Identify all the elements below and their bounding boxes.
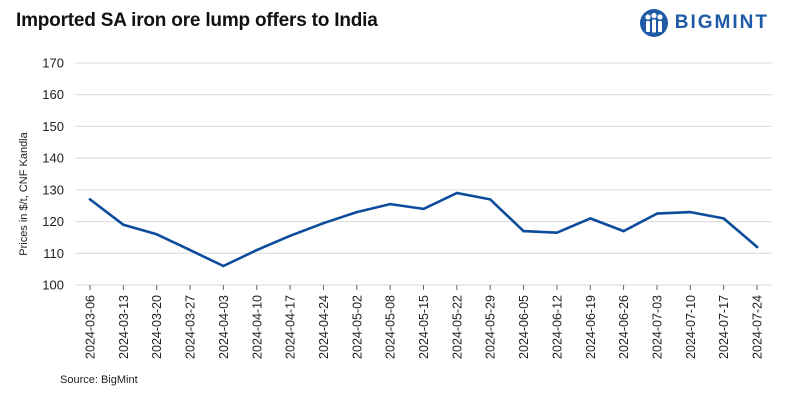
y-tick-label: 110 — [43, 246, 64, 261]
y-tick-label: 100 — [42, 278, 64, 293]
x-tick-label: 2024-03-13 — [117, 295, 131, 359]
data-point — [555, 231, 559, 234]
x-tick-label: 2024-04-10 — [250, 295, 264, 359]
data-point — [255, 248, 259, 252]
x-tick-label: 2024-05-08 — [384, 295, 398, 359]
data-point — [689, 210, 692, 214]
x-tick-label: 2024-05-15 — [417, 295, 431, 359]
y-tick-label: 160 — [42, 87, 64, 102]
data-point — [222, 264, 225, 268]
x-tick-label: 2024-04-24 — [317, 295, 331, 359]
x-tick-label: 2024-05-22 — [450, 295, 464, 359]
x-tick-label: 2024-07-17 — [717, 295, 731, 359]
data-point — [388, 202, 392, 206]
chart-title: Imported SA iron ore lump offers to Indi… — [16, 10, 378, 31]
data-point — [522, 229, 525, 233]
x-tick-label: 2024-04-03 — [217, 295, 231, 359]
data-point — [188, 248, 192, 252]
x-tick-label: 2024-07-03 — [650, 295, 664, 359]
x-tick-label: 2024-04-17 — [284, 295, 298, 359]
x-tick-label: 2024-03-27 — [184, 295, 198, 359]
x-tick-label: 2024-07-10 — [684, 295, 698, 359]
y-tick-label: 170 — [42, 56, 64, 71]
y-tick-label: 140 — [42, 151, 64, 166]
x-tick-label: 2024-05-02 — [350, 295, 364, 359]
data-point — [122, 223, 125, 227]
x-tick-label: 2024-03-20 — [150, 295, 164, 359]
data-point — [722, 217, 725, 220]
data-point — [322, 221, 325, 225]
series-layer — [88, 191, 759, 268]
x-tick-label: 2024-07-24 — [751, 295, 765, 359]
data-point — [88, 198, 92, 201]
data-point — [488, 198, 492, 201]
y-tick-label: 150 — [42, 119, 64, 134]
source-note: Source: BigMint — [60, 374, 138, 386]
bigmint-logo-icon — [639, 9, 668, 37]
data-point — [755, 245, 759, 249]
data-point — [422, 207, 425, 211]
x-tick-label: 2024-06-05 — [517, 295, 531, 359]
data-point — [655, 212, 659, 215]
y-axis-label: Prices in $/t, CNF Kandla — [18, 131, 30, 255]
x-tick-label: 2024-03-06 — [84, 295, 98, 359]
x-axis-ticks: 2024-03-06 2024-03-13 2024-03-20 2024-03-27… — [84, 285, 765, 359]
data-point — [622, 229, 625, 233]
brand-name: BIGMINT — [674, 12, 769, 33]
x-tick-label: 2024-05-29 — [484, 295, 498, 359]
x-tick-label: 2024-06-12 — [550, 295, 564, 359]
y-tick-label: 130 — [42, 182, 64, 197]
series-line — [88, 191, 759, 268]
x-tick-label: 2024-06-26 — [617, 295, 631, 359]
data-point — [588, 217, 592, 220]
y-tick-label: 120 — [42, 214, 64, 229]
data-point — [155, 232, 158, 236]
data-point — [288, 234, 292, 238]
data-point — [455, 191, 459, 195]
gridlines — [75, 62, 772, 286]
x-tick-label: 2024-06-19 — [584, 295, 598, 359]
brand-logo: BIGMINT — [639, 8, 769, 38]
y-axis-ticks: 100 110 120 130 140 150 160 170 — [42, 56, 64, 293]
data-point — [355, 210, 359, 214]
